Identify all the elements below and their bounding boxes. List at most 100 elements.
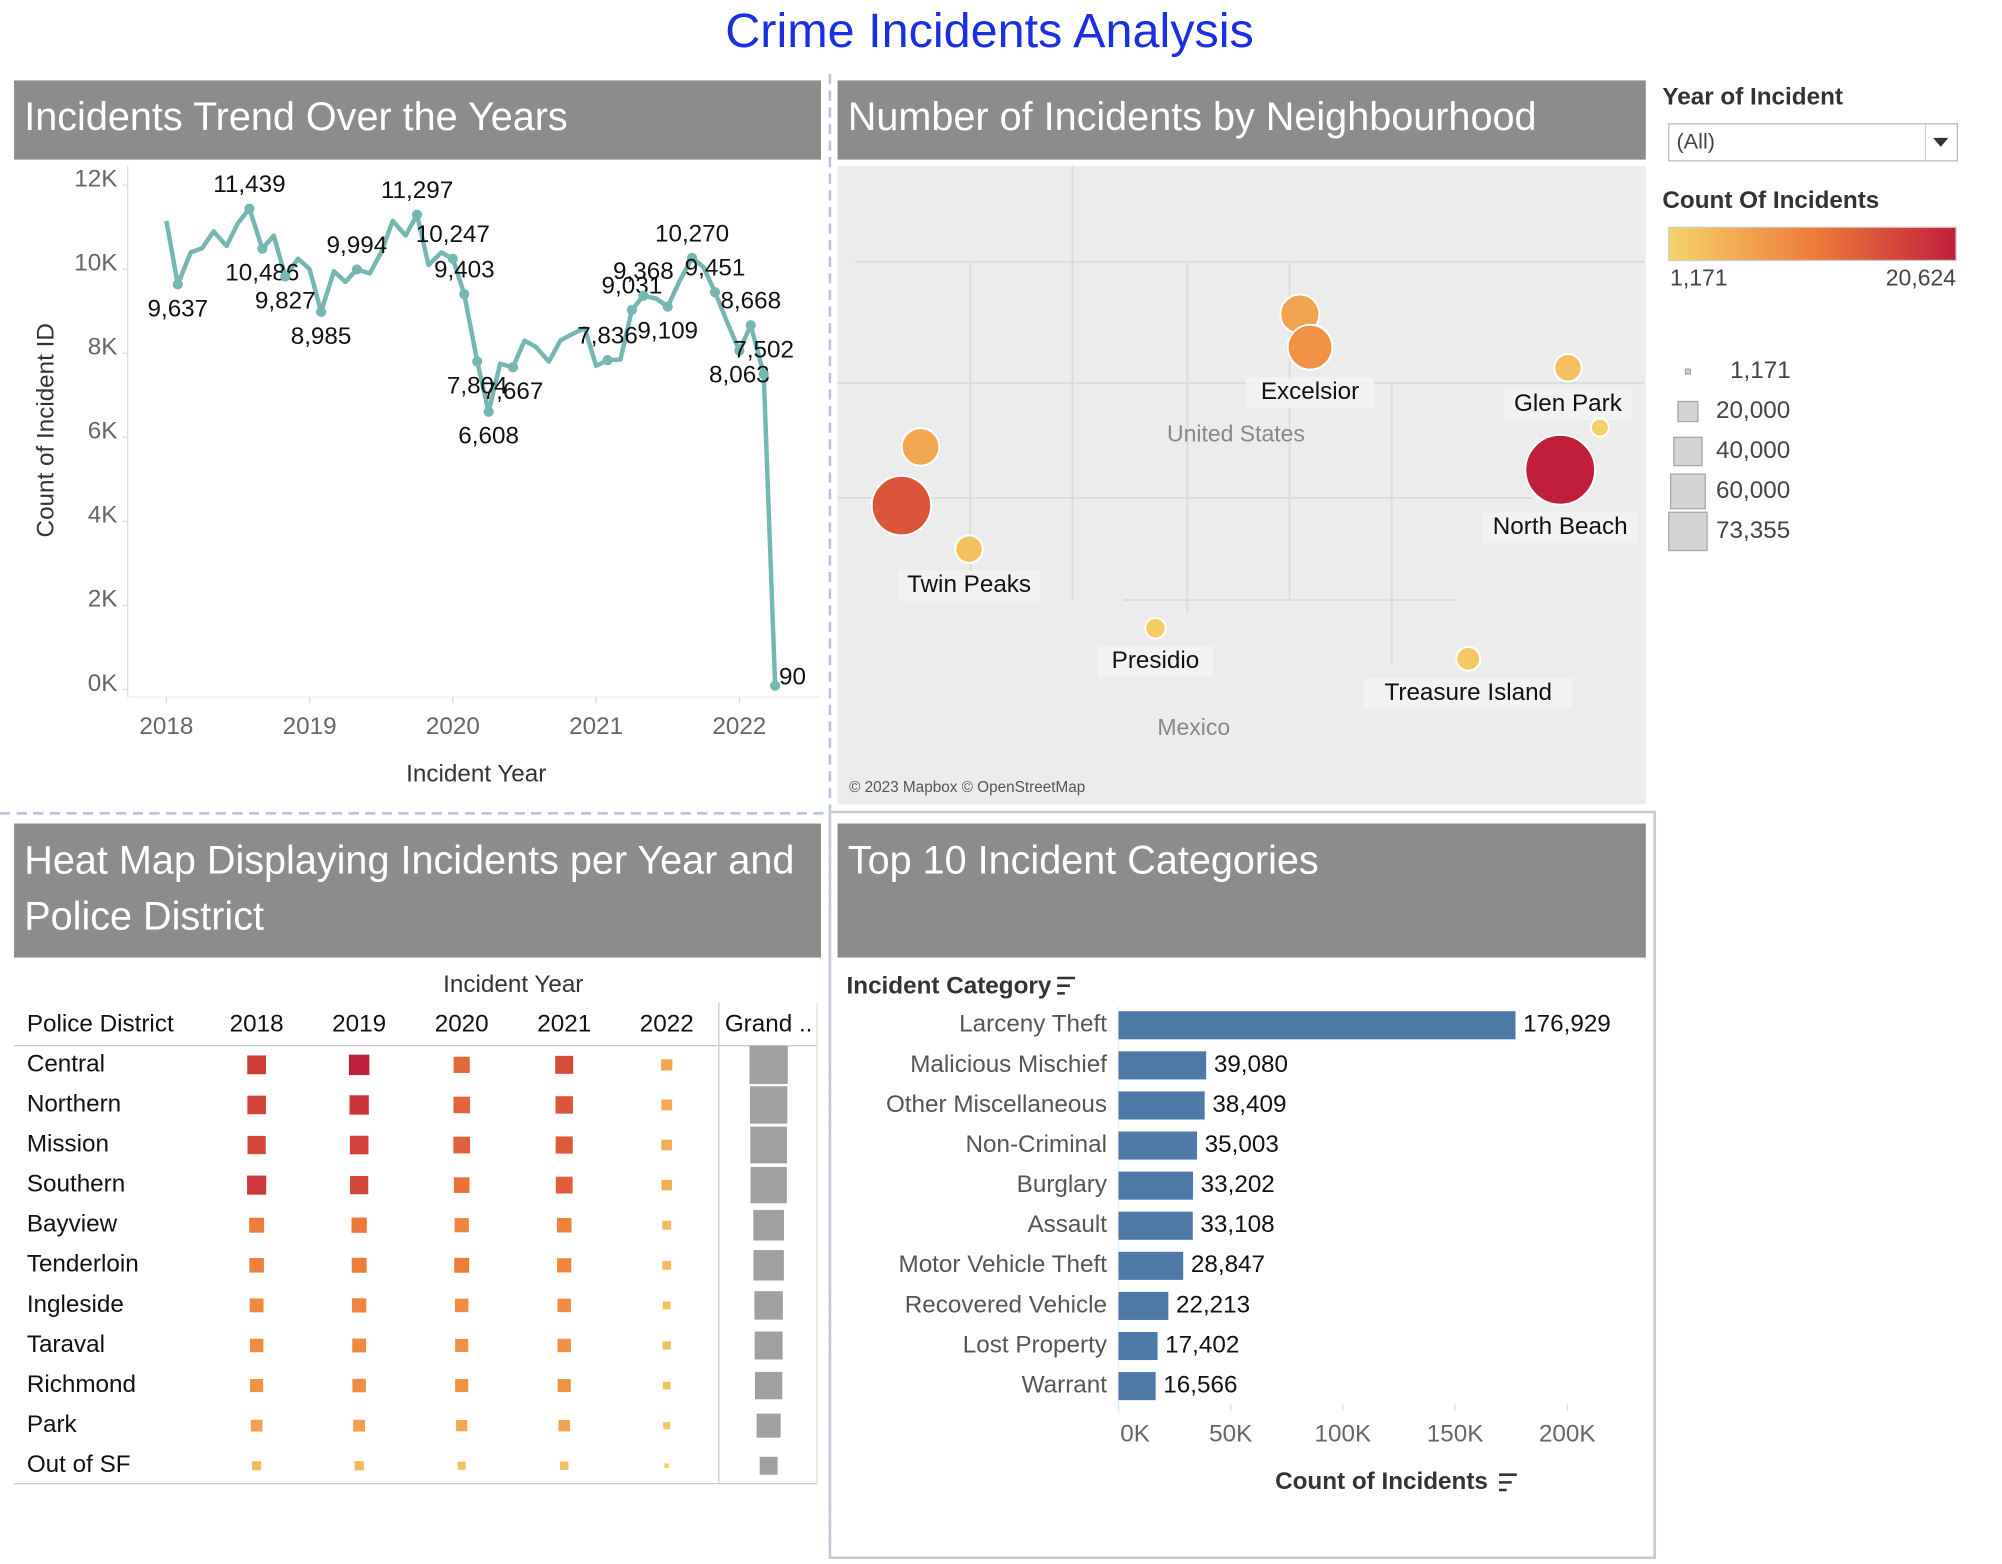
sort-icon[interactable] bbox=[1498, 1473, 1517, 1492]
heat-cell[interactable] bbox=[661, 1099, 673, 1111]
heat-cell[interactable] bbox=[453, 1096, 470, 1114]
data-label: 38,409 bbox=[1212, 1091, 1286, 1118]
x-axis-title: Count of Incidents bbox=[1275, 1468, 1488, 1495]
heat-cell[interactable] bbox=[352, 1338, 367, 1353]
heat-cell[interactable] bbox=[349, 1095, 369, 1115]
heat-cell[interactable] bbox=[250, 1419, 263, 1432]
heat-cell[interactable] bbox=[351, 1217, 367, 1233]
bar[interactable] bbox=[1118, 1131, 1198, 1160]
heat-cell[interactable] bbox=[661, 1139, 673, 1151]
filter-value[interactable]: (All) bbox=[1676, 129, 1715, 154]
heat-cell[interactable] bbox=[555, 1136, 573, 1154]
dropdown[interactable] bbox=[1668, 123, 1958, 162]
heat-cell[interactable] bbox=[249, 1258, 264, 1273]
heat-cell[interactable] bbox=[455, 1379, 469, 1393]
map-bubble[interactable] bbox=[1144, 616, 1167, 640]
heat-cell[interactable] bbox=[455, 1338, 469, 1353]
heat-cell[interactable] bbox=[662, 1341, 671, 1350]
heat-cell[interactable] bbox=[353, 1419, 366, 1432]
total-cell[interactable] bbox=[759, 1456, 778, 1475]
heat-cell[interactable] bbox=[453, 1136, 471, 1154]
map-bubble[interactable] bbox=[954, 534, 984, 564]
trend-point bbox=[447, 253, 458, 264]
heat-cell[interactable] bbox=[453, 1177, 470, 1193]
heat-cell[interactable] bbox=[352, 1298, 367, 1313]
heat-cell[interactable] bbox=[456, 1420, 468, 1432]
map-bubble[interactable] bbox=[870, 474, 933, 537]
heat-cell[interactable] bbox=[663, 1422, 671, 1430]
total-cell[interactable] bbox=[754, 1291, 783, 1320]
heat-cell[interactable] bbox=[249, 1298, 264, 1313]
map-bubble[interactable] bbox=[1589, 417, 1610, 438]
heat-cell[interactable] bbox=[348, 1054, 370, 1076]
heat-cell[interactable] bbox=[454, 1257, 470, 1273]
trend-point bbox=[351, 264, 362, 275]
heat-cell[interactable] bbox=[249, 1338, 264, 1353]
bar[interactable] bbox=[1118, 1091, 1205, 1120]
total-cell[interactable] bbox=[754, 1371, 783, 1400]
bar[interactable] bbox=[1118, 1372, 1156, 1401]
heat-cell[interactable] bbox=[349, 1135, 369, 1155]
heat-cell[interactable] bbox=[662, 1220, 672, 1230]
heat-cell[interactable] bbox=[664, 1463, 670, 1469]
bar[interactable] bbox=[1118, 1171, 1193, 1200]
heat-cell[interactable] bbox=[555, 1096, 573, 1114]
heat-cell[interactable] bbox=[557, 1258, 572, 1273]
heat-cell[interactable] bbox=[662, 1260, 672, 1270]
trend-point bbox=[662, 301, 673, 312]
heat-cell[interactable] bbox=[454, 1218, 469, 1233]
total-cell[interactable] bbox=[754, 1331, 783, 1360]
map-bubble[interactable] bbox=[1455, 645, 1482, 672]
heat-cell[interactable] bbox=[661, 1179, 672, 1191]
heat-cell[interactable] bbox=[350, 1175, 369, 1195]
heat-cell[interactable] bbox=[351, 1257, 367, 1273]
heat-cell[interactable] bbox=[557, 1298, 571, 1313]
heat-cell[interactable] bbox=[662, 1301, 671, 1310]
map-bubble[interactable] bbox=[1553, 353, 1583, 383]
heat-cell[interactable] bbox=[354, 1461, 364, 1471]
heat-cell[interactable] bbox=[250, 1379, 264, 1393]
data-label: 9,031 bbox=[602, 272, 663, 299]
heat-cell[interactable] bbox=[247, 1135, 266, 1155]
heat-cell[interactable] bbox=[661, 1059, 673, 1071]
map-bubble[interactable] bbox=[1524, 434, 1597, 506]
heat-cell[interactable] bbox=[560, 1461, 569, 1470]
heat-cell[interactable] bbox=[558, 1419, 570, 1432]
total-cell[interactable] bbox=[750, 1166, 787, 1204]
total-cell[interactable] bbox=[756, 1413, 781, 1438]
heat-cell[interactable] bbox=[555, 1176, 573, 1194]
data-label: 16,566 bbox=[1163, 1372, 1237, 1399]
total-cell[interactable] bbox=[753, 1209, 784, 1241]
heat-cell[interactable] bbox=[247, 1055, 267, 1075]
heat-cell[interactable] bbox=[352, 1378, 366, 1393]
heat-cell[interactable] bbox=[454, 1298, 469, 1313]
heat-cell[interactable] bbox=[457, 1461, 466, 1470]
bar[interactable] bbox=[1118, 1331, 1158, 1361]
dropdown-arrow[interactable] bbox=[1933, 137, 1949, 147]
heat-cell[interactable] bbox=[662, 1381, 671, 1390]
heat-cell[interactable] bbox=[453, 1056, 470, 1073]
bar[interactable] bbox=[1118, 1251, 1184, 1280]
heat-cell[interactable] bbox=[252, 1461, 262, 1471]
bar[interactable] bbox=[1118, 1051, 1207, 1080]
heat-cell[interactable] bbox=[249, 1217, 265, 1233]
bar[interactable] bbox=[1118, 1291, 1169, 1320]
x-tick-label: 2018 bbox=[139, 713, 193, 740]
total-cell[interactable] bbox=[753, 1250, 784, 1281]
heat-cell[interactable] bbox=[556, 1217, 572, 1233]
total-cell[interactable] bbox=[750, 1126, 787, 1164]
heat-cell[interactable] bbox=[557, 1379, 571, 1393]
heat-cell[interactable] bbox=[557, 1338, 571, 1353]
map-bubble[interactable] bbox=[1286, 323, 1334, 371]
bar[interactable] bbox=[1118, 1211, 1193, 1240]
total-cell[interactable] bbox=[749, 1045, 788, 1085]
sort-icon[interactable] bbox=[1057, 976, 1076, 995]
column-header: 2018 bbox=[230, 1011, 284, 1038]
data-label: 9,368 bbox=[613, 258, 674, 285]
bar[interactable] bbox=[1118, 1011, 1516, 1040]
total-cell[interactable] bbox=[749, 1086, 788, 1124]
heat-cell[interactable] bbox=[555, 1055, 574, 1074]
map-bubble[interactable] bbox=[900, 427, 941, 467]
heat-cell[interactable] bbox=[247, 1095, 266, 1115]
heat-cell[interactable] bbox=[247, 1175, 267, 1195]
